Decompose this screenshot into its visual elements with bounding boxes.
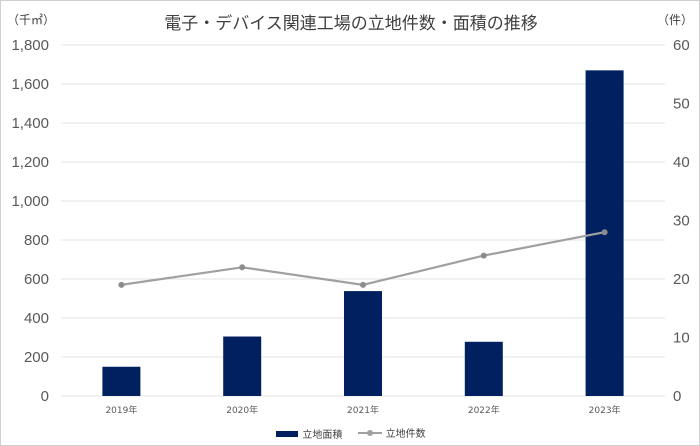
right-tick-label: 40	[673, 154, 690, 171]
x-tick-label: 2022年	[468, 404, 500, 416]
x-tick-label: 2020年	[226, 404, 258, 416]
line-point-2021年	[360, 281, 366, 288]
left-axis-unit: （千㎡）	[7, 13, 56, 27]
right-tick-label: 50	[673, 96, 690, 113]
legend: 立地面積 立地件数	[1, 425, 699, 441]
legend-label: 立地面積	[302, 430, 343, 441]
line-point-2019年	[118, 281, 125, 288]
chart-title: 電子・デバイス関連工場の立地件数・面積の推移	[164, 14, 538, 34]
x-tick-label: 2021年	[347, 404, 379, 416]
legend-swatch-line	[357, 429, 382, 436]
left-tick-label: 1,000	[11, 193, 49, 210]
left-tick-label: 600	[24, 271, 49, 288]
line-point-2022年	[480, 252, 487, 259]
legend-swatch-bar	[276, 430, 299, 437]
bar-2022年	[464, 341, 503, 396]
left-tick-label: 1,400	[11, 115, 49, 132]
right-tick-label: 30	[673, 213, 690, 230]
right-axis-unit: （件）	[656, 13, 693, 27]
line-point-2020年	[239, 264, 246, 271]
left-tick-label: 0	[41, 388, 49, 405]
bar-2019年	[102, 366, 141, 396]
line-point-2023年	[601, 229, 608, 236]
legend-item-count: 立地件数	[357, 425, 426, 440]
legend-item-area: 立地面積	[276, 426, 342, 441]
left-tick-label: 1,600	[11, 76, 49, 93]
left-tick-label: 200	[24, 349, 49, 366]
bar-2021年	[344, 291, 382, 396]
right-tick-label: 0	[673, 388, 681, 405]
left-tick-label: 800	[24, 232, 49, 249]
right-tick-label: 10	[673, 330, 690, 347]
bar-2020年	[223, 336, 262, 396]
right-tick-label: 60	[673, 37, 690, 54]
right-tick-label: 20	[673, 271, 690, 288]
left-tick-label: 1,200	[11, 154, 49, 171]
legend-label: 立地件数	[385, 429, 426, 440]
left-tick-label: 400	[24, 310, 49, 327]
x-tick-label: 2023年	[589, 404, 621, 416]
x-tick-label: 2019年	[105, 404, 137, 416]
left-tick-label: 1,800	[11, 37, 49, 54]
